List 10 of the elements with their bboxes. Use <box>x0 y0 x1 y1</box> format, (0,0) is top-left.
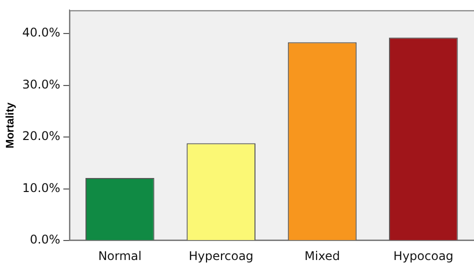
x-tick-label: Normal <box>98 248 142 263</box>
y-tick-label: 10.0% <box>22 180 60 195</box>
y-tick-label: 20.0% <box>22 129 60 144</box>
y-tick-label: 30.0% <box>22 77 60 92</box>
x-tick-label: Hypercoag <box>188 248 254 263</box>
x-tick-label: Hypocoag <box>393 248 454 263</box>
x-tick-label: Mixed <box>304 248 340 263</box>
y-axis-title: Mortality <box>4 102 17 148</box>
y-tick-label: 40.0% <box>22 26 60 40</box>
y-tick-label: 0.0% <box>30 232 60 247</box>
